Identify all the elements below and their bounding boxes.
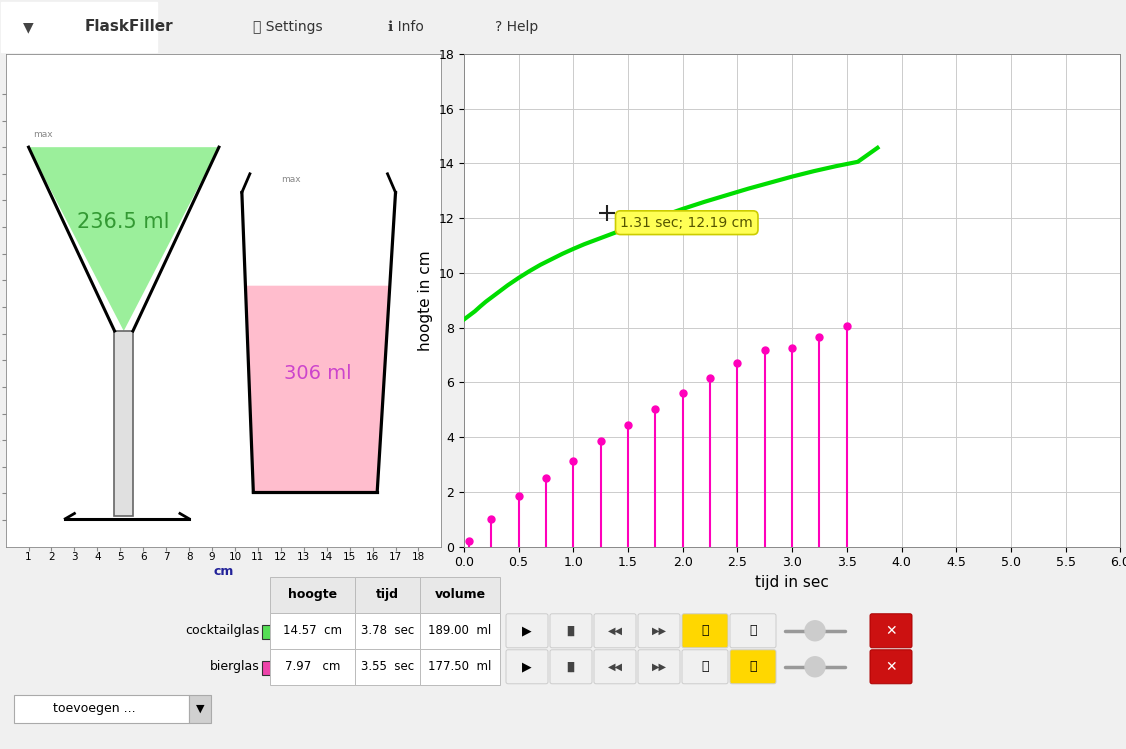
Text: 3.78  sec: 3.78 sec bbox=[360, 624, 414, 637]
Text: bierglas: bierglas bbox=[211, 661, 260, 673]
Text: 📈: 📈 bbox=[701, 661, 708, 673]
FancyBboxPatch shape bbox=[355, 613, 420, 649]
FancyBboxPatch shape bbox=[270, 613, 355, 649]
FancyBboxPatch shape bbox=[730, 650, 776, 684]
Text: toevoegen ...: toevoegen ... bbox=[53, 703, 135, 715]
Text: 📊: 📊 bbox=[749, 624, 757, 637]
FancyBboxPatch shape bbox=[595, 613, 636, 648]
FancyBboxPatch shape bbox=[682, 613, 729, 648]
Text: ✕: ✕ bbox=[885, 624, 896, 637]
FancyBboxPatch shape bbox=[262, 625, 276, 639]
Text: ▶: ▶ bbox=[522, 661, 531, 673]
Text: ▶▶: ▶▶ bbox=[652, 662, 667, 672]
FancyBboxPatch shape bbox=[14, 695, 189, 723]
Text: ℹ Info: ℹ Info bbox=[388, 20, 425, 34]
Text: 1.31 sec; 12.19 cm: 1.31 sec; 12.19 cm bbox=[620, 216, 753, 230]
Circle shape bbox=[805, 657, 825, 677]
Polygon shape bbox=[245, 285, 390, 492]
Text: 7.97   cm: 7.97 cm bbox=[285, 661, 340, 673]
Text: ▼: ▼ bbox=[23, 20, 33, 34]
Text: max: max bbox=[280, 175, 301, 184]
FancyBboxPatch shape bbox=[595, 650, 636, 684]
FancyBboxPatch shape bbox=[638, 650, 680, 684]
Text: ◀◀: ◀◀ bbox=[608, 662, 623, 672]
Text: ◀◀: ◀◀ bbox=[608, 625, 623, 636]
FancyBboxPatch shape bbox=[506, 613, 548, 648]
FancyBboxPatch shape bbox=[270, 649, 355, 685]
FancyBboxPatch shape bbox=[549, 650, 592, 684]
Text: tijd: tijd bbox=[376, 588, 399, 601]
FancyBboxPatch shape bbox=[355, 577, 420, 613]
Text: ▼: ▼ bbox=[196, 704, 204, 714]
Text: ▐▌: ▐▌ bbox=[563, 625, 579, 636]
FancyBboxPatch shape bbox=[420, 577, 500, 613]
Text: 14.57  cm: 14.57 cm bbox=[283, 624, 342, 637]
X-axis label: tijd in sec: tijd in sec bbox=[756, 575, 829, 590]
FancyBboxPatch shape bbox=[355, 649, 420, 685]
Text: 3.55  sec: 3.55 sec bbox=[361, 661, 414, 673]
Text: 📊: 📊 bbox=[749, 661, 757, 673]
Text: 🔧 Settings: 🔧 Settings bbox=[253, 20, 323, 34]
Circle shape bbox=[805, 621, 825, 641]
Text: hoogte: hoogte bbox=[288, 588, 337, 601]
Text: ✕: ✕ bbox=[885, 660, 896, 674]
Polygon shape bbox=[28, 147, 218, 331]
Text: ? Help: ? Help bbox=[495, 20, 538, 34]
FancyBboxPatch shape bbox=[189, 695, 211, 723]
FancyBboxPatch shape bbox=[549, 613, 592, 648]
FancyBboxPatch shape bbox=[262, 661, 276, 675]
FancyBboxPatch shape bbox=[638, 613, 680, 648]
Text: ▐▌: ▐▌ bbox=[563, 661, 579, 672]
Text: cocktailglas: cocktailglas bbox=[186, 624, 260, 637]
FancyBboxPatch shape bbox=[870, 613, 912, 648]
Y-axis label: hoogte in cm: hoogte in cm bbox=[418, 250, 432, 351]
Text: 189.00  ml: 189.00 ml bbox=[428, 624, 492, 637]
Text: 236.5 ml: 236.5 ml bbox=[78, 212, 170, 231]
X-axis label: cm: cm bbox=[213, 565, 234, 578]
FancyBboxPatch shape bbox=[1, 2, 157, 52]
Text: volume: volume bbox=[435, 588, 485, 601]
FancyBboxPatch shape bbox=[420, 649, 500, 685]
Text: 177.50  ml: 177.50 ml bbox=[428, 661, 492, 673]
FancyBboxPatch shape bbox=[114, 331, 133, 516]
FancyBboxPatch shape bbox=[870, 650, 912, 684]
FancyBboxPatch shape bbox=[506, 650, 548, 684]
FancyBboxPatch shape bbox=[420, 613, 500, 649]
Text: ▶▶: ▶▶ bbox=[652, 625, 667, 636]
FancyBboxPatch shape bbox=[270, 577, 355, 613]
FancyBboxPatch shape bbox=[682, 650, 729, 684]
Text: FlaskFiller: FlaskFiller bbox=[84, 19, 173, 34]
FancyBboxPatch shape bbox=[730, 613, 776, 648]
Text: 📈: 📈 bbox=[701, 624, 708, 637]
Text: ▶: ▶ bbox=[522, 624, 531, 637]
Text: max: max bbox=[33, 130, 53, 139]
Text: 306 ml: 306 ml bbox=[284, 364, 351, 383]
